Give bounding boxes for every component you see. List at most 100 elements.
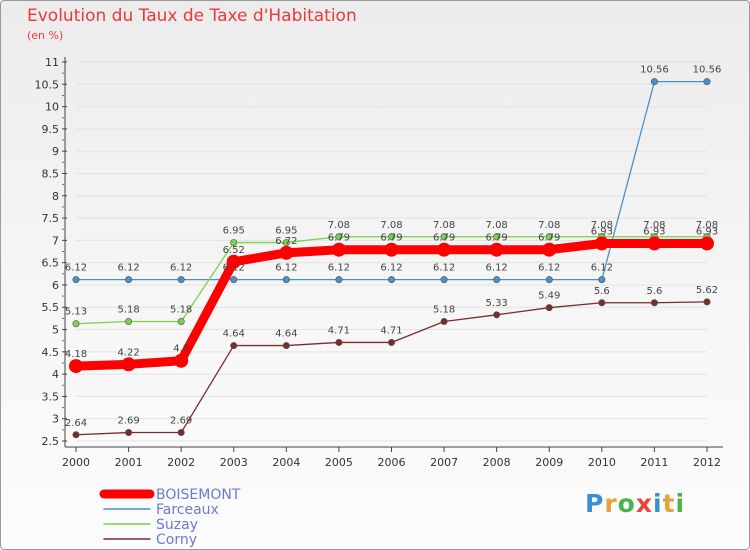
y-tick-label: 4 bbox=[52, 368, 59, 381]
y-tick-label: 10 bbox=[45, 101, 59, 114]
data-point-corny bbox=[335, 338, 343, 346]
data-point-boisemont bbox=[647, 236, 662, 251]
data-label-suzay: 6.95 bbox=[223, 226, 245, 237]
data-point-corny bbox=[387, 338, 395, 346]
data-point-suzay bbox=[282, 239, 290, 247]
data-label-farceaux: 10.56 bbox=[640, 65, 669, 76]
data-label-suzay: 6.95 bbox=[275, 226, 297, 237]
data-label-farceaux: 6.12 bbox=[65, 263, 87, 274]
y-tick-label: 10.5 bbox=[35, 78, 60, 91]
data-label-boisemont: 6.93 bbox=[696, 226, 718, 237]
legend-label-corny: Corny bbox=[156, 532, 197, 548]
data-label-farceaux: 6.12 bbox=[117, 263, 139, 274]
data-label-boisemont: 6.79 bbox=[380, 233, 402, 244]
data-label-boisemont: 4.18 bbox=[65, 349, 87, 360]
data-label-corny: 5.33 bbox=[486, 298, 508, 309]
series-points-layer bbox=[69, 78, 714, 439]
data-point-suzay bbox=[72, 320, 80, 328]
data-point-corny bbox=[650, 299, 658, 307]
proxiti-logo: Proxiti bbox=[585, 489, 685, 518]
data-label-corny: 4.71 bbox=[328, 325, 350, 336]
data-label-farceaux: 6.12 bbox=[433, 263, 455, 274]
data-label-boisemont: 6.52 bbox=[223, 245, 245, 256]
y-tick-label: 11 bbox=[45, 56, 59, 69]
data-label-suzay: 7.08 bbox=[643, 220, 665, 231]
legend-label-boisemont: BOISEMONT bbox=[156, 487, 241, 503]
data-point-farceaux bbox=[545, 276, 553, 284]
x-tick-label: 2012 bbox=[693, 456, 721, 469]
logo-letter: i bbox=[653, 489, 663, 518]
y-tick-label: 7 bbox=[52, 234, 59, 247]
data-label-farceaux: 6.12 bbox=[486, 263, 508, 274]
data-point-suzay bbox=[440, 233, 448, 241]
logo-letter: x bbox=[635, 489, 653, 518]
data-label-boisemont: 6.79 bbox=[328, 233, 350, 244]
data-label-corny: 5.6 bbox=[594, 286, 610, 297]
data-point-suzay bbox=[230, 239, 238, 247]
data-label-corny: 2.64 bbox=[65, 418, 87, 429]
x-tick-label: 2007 bbox=[430, 456, 458, 469]
y-tick-label: 5.5 bbox=[42, 301, 60, 314]
data-label-farceaux: 6.12 bbox=[275, 263, 297, 274]
data-point-boisemont bbox=[279, 245, 294, 260]
data-point-corny bbox=[545, 304, 553, 312]
data-point-corny bbox=[598, 299, 606, 307]
data-label-boisemont: 6.72 bbox=[275, 236, 297, 247]
x-tick-label: 2002 bbox=[167, 456, 195, 469]
data-label-suzay: 7.08 bbox=[538, 220, 560, 231]
data-label-corny: 5.18 bbox=[433, 305, 455, 316]
data-label-corny: 2.69 bbox=[117, 416, 139, 427]
data-label-corny: 4.71 bbox=[380, 325, 402, 336]
y-tick-label: 3 bbox=[52, 413, 59, 426]
legend-label-suzay: Suzay bbox=[156, 517, 198, 533]
data-label-suzay: 7.08 bbox=[696, 220, 718, 231]
data-point-boisemont bbox=[437, 242, 452, 257]
data-point-corny bbox=[72, 431, 80, 439]
data-point-farceaux bbox=[387, 276, 395, 284]
logo-letter: r bbox=[604, 489, 618, 518]
y-tick-label: 9 bbox=[52, 145, 59, 158]
data-point-boisemont bbox=[174, 353, 189, 368]
data-point-corny bbox=[125, 429, 133, 437]
y-tick-label: 4.5 bbox=[42, 346, 60, 359]
y-tick-label: 6.5 bbox=[42, 257, 60, 270]
x-tick-label: 2006 bbox=[378, 456, 406, 469]
data-label-boisemont: 6.93 bbox=[643, 226, 665, 237]
data-label-boisemont: 6.93 bbox=[591, 226, 613, 237]
data-point-corny bbox=[703, 298, 711, 306]
logo-letter: i bbox=[675, 489, 686, 518]
data-label-farceaux: 6.12 bbox=[328, 263, 350, 274]
x-tick-label: 2005 bbox=[325, 456, 353, 469]
y-tick-label: 9.5 bbox=[42, 123, 60, 136]
y-tick-label: 3.5 bbox=[42, 390, 60, 403]
data-point-suzay bbox=[493, 233, 501, 241]
data-label-suzay: 5.18 bbox=[117, 305, 139, 316]
y-tick-label: 8 bbox=[52, 190, 59, 203]
data-point-boisemont bbox=[384, 242, 399, 257]
data-label-corny: 5.49 bbox=[538, 291, 560, 302]
chart-subtitle: (en %) bbox=[27, 29, 64, 42]
data-label-suzay: 5.13 bbox=[65, 307, 87, 318]
data-point-suzay bbox=[387, 233, 395, 241]
data-point-boisemont bbox=[121, 357, 136, 372]
data-point-boisemont bbox=[594, 236, 609, 251]
data-point-boisemont bbox=[331, 242, 346, 257]
data-label-suzay: 7.08 bbox=[328, 220, 350, 231]
data-labels-layer: 4.18 4.22 4.3 6.52 6.72 6.79 6.79 6.79 6.79 6.79 6… bbox=[65, 65, 721, 429]
data-point-farceaux bbox=[282, 276, 290, 284]
data-label-farceaux: 6.12 bbox=[538, 263, 560, 274]
x-tick-label: 2011 bbox=[640, 456, 668, 469]
data-label-boisemont: 6.79 bbox=[486, 233, 508, 244]
x-tick-label: 2010 bbox=[588, 456, 616, 469]
data-point-farceaux bbox=[703, 78, 711, 86]
grid-layer bbox=[76, 61, 707, 442]
logo-letter: o bbox=[617, 489, 636, 518]
data-label-corny: 2.69 bbox=[170, 416, 192, 427]
data-label-corny: 5.62 bbox=[696, 285, 718, 296]
data-point-farceaux bbox=[493, 276, 501, 284]
data-point-farceaux bbox=[230, 276, 238, 284]
x-tick-label: 2000 bbox=[62, 456, 90, 469]
x-tick-label: 2009 bbox=[535, 456, 563, 469]
data-label-suzay: 5.18 bbox=[170, 305, 192, 316]
